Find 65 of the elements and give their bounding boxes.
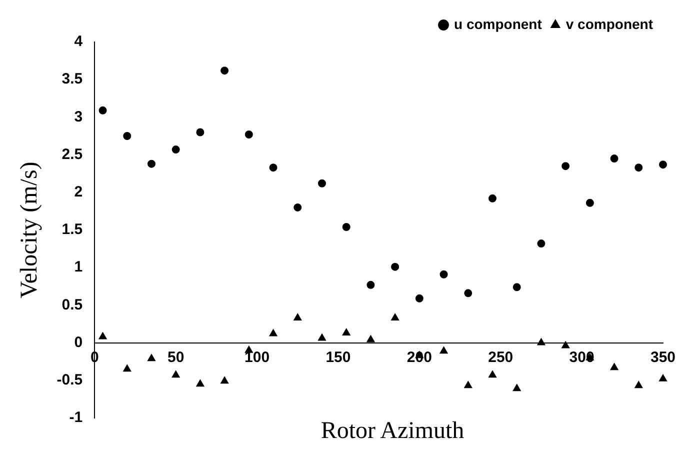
y-tick-label: 4 xyxy=(74,33,84,50)
point xyxy=(391,313,400,320)
point xyxy=(512,283,521,292)
point xyxy=(196,128,204,136)
y-tick-label: -0.5 xyxy=(56,372,83,389)
point xyxy=(440,346,448,354)
point xyxy=(415,294,424,302)
point xyxy=(244,130,253,138)
y-tick-label: 3 xyxy=(74,108,83,126)
y-tick-label: 1 xyxy=(74,258,83,276)
point xyxy=(123,132,132,140)
x-tick-label: 350 xyxy=(650,348,676,366)
legend-label: u component xyxy=(454,16,542,32)
y-tick-label: 0 xyxy=(74,334,83,351)
point xyxy=(366,335,375,342)
point xyxy=(659,160,667,169)
y-tick-label: 0.5 xyxy=(62,296,83,314)
y-tick-label: -1 xyxy=(69,409,83,426)
point xyxy=(147,160,156,168)
point xyxy=(196,380,204,387)
point xyxy=(562,162,570,170)
point xyxy=(464,381,472,388)
point xyxy=(634,164,643,172)
y-tick-label: 2 xyxy=(74,184,83,201)
point xyxy=(488,194,496,202)
point xyxy=(318,179,326,188)
y-tick-label: 2.5 xyxy=(62,146,83,163)
point xyxy=(294,203,302,212)
point xyxy=(269,329,278,336)
point xyxy=(537,240,546,248)
x-tick-label: 50 xyxy=(167,348,184,366)
x-tick-label: 100 xyxy=(244,348,270,366)
point xyxy=(512,384,521,392)
legend-label: v component xyxy=(566,16,654,32)
point xyxy=(172,370,180,378)
point xyxy=(148,354,156,362)
point xyxy=(440,270,448,278)
y-tick-label: 3.5 xyxy=(62,70,83,88)
point xyxy=(220,376,229,384)
point xyxy=(610,363,618,370)
x-axis-title: Rotor Azimuth xyxy=(320,418,464,444)
y-axis-title: Velocity (m/s) xyxy=(16,162,43,298)
point xyxy=(342,328,350,336)
point xyxy=(610,154,618,163)
point xyxy=(391,262,400,271)
point xyxy=(537,338,546,346)
point xyxy=(562,341,570,348)
point xyxy=(220,66,229,75)
point xyxy=(294,313,302,320)
point xyxy=(586,198,594,207)
point xyxy=(98,106,107,114)
point xyxy=(269,164,278,172)
point xyxy=(366,280,375,289)
point xyxy=(318,334,326,341)
point xyxy=(488,370,496,378)
y-tick-label: 1.5 xyxy=(62,221,83,238)
point xyxy=(659,374,667,382)
x-tick-label: 250 xyxy=(488,348,514,366)
point xyxy=(98,332,107,340)
point xyxy=(123,364,132,372)
point xyxy=(464,289,472,298)
point xyxy=(172,146,180,154)
x-tick-label: 150 xyxy=(326,348,351,366)
point xyxy=(342,222,350,231)
point xyxy=(634,381,643,388)
